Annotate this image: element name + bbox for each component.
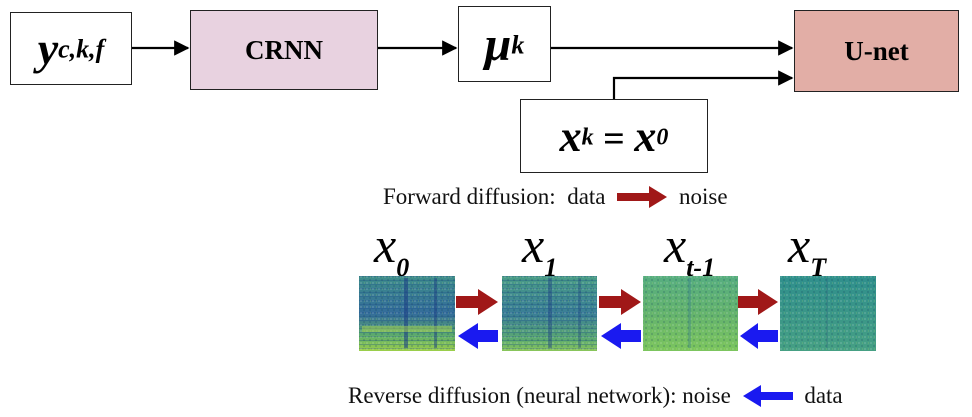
x-init-equation: xk = x0 <box>559 111 669 161</box>
reverse-caption-suffix: data <box>804 383 843 408</box>
forward-legend-arrow-icon <box>617 186 668 208</box>
spectrogram-x0 <box>359 276 455 351</box>
forward-arrow-t-T <box>738 289 778 315</box>
step-label-0: x0 <box>374 217 410 282</box>
crnn-label: CRNN <box>245 34 323 65</box>
spectrogram-x1 <box>502 276 597 351</box>
unet-box: U-net <box>794 10 959 92</box>
spectrogram-xt-1 <box>643 276 738 351</box>
reverse-caption: Reverse diffusion (neural network): nois… <box>348 383 843 409</box>
step-label-t-1: xt-1 <box>664 217 716 282</box>
forward-arrow-1-t <box>599 289 641 315</box>
arrow-xinit-to-unet <box>612 70 794 99</box>
reverse-arrow-T-t <box>740 323 778 349</box>
reverse-arrow-1-0 <box>458 323 498 349</box>
input-y-symbol: yc,k,f <box>37 23 105 74</box>
input-y-box: yc,k,f <box>10 12 132 85</box>
x-init-box: xk = x0 <box>520 99 708 173</box>
step-label-T: xT <box>788 217 827 282</box>
reverse-legend-arrow-icon <box>742 385 793 407</box>
forward-caption-prefix: Forward diffusion: data <box>383 184 606 209</box>
unet-label: U-net <box>844 35 909 66</box>
spectrogram-xT <box>780 276 876 351</box>
reverse-caption-prefix: Reverse diffusion (neural network): nois… <box>348 383 731 408</box>
forward-caption-suffix: noise <box>679 184 728 209</box>
forward-arrow-0-1 <box>456 289 498 315</box>
mu-symbol: μk <box>484 17 525 71</box>
step-label-1: x1 <box>522 217 558 282</box>
mu-box: μk <box>458 6 551 82</box>
reverse-arrow-t-1 <box>601 323 641 349</box>
crnn-box: CRNN <box>190 10 378 90</box>
forward-caption: Forward diffusion: data noise <box>383 184 728 210</box>
